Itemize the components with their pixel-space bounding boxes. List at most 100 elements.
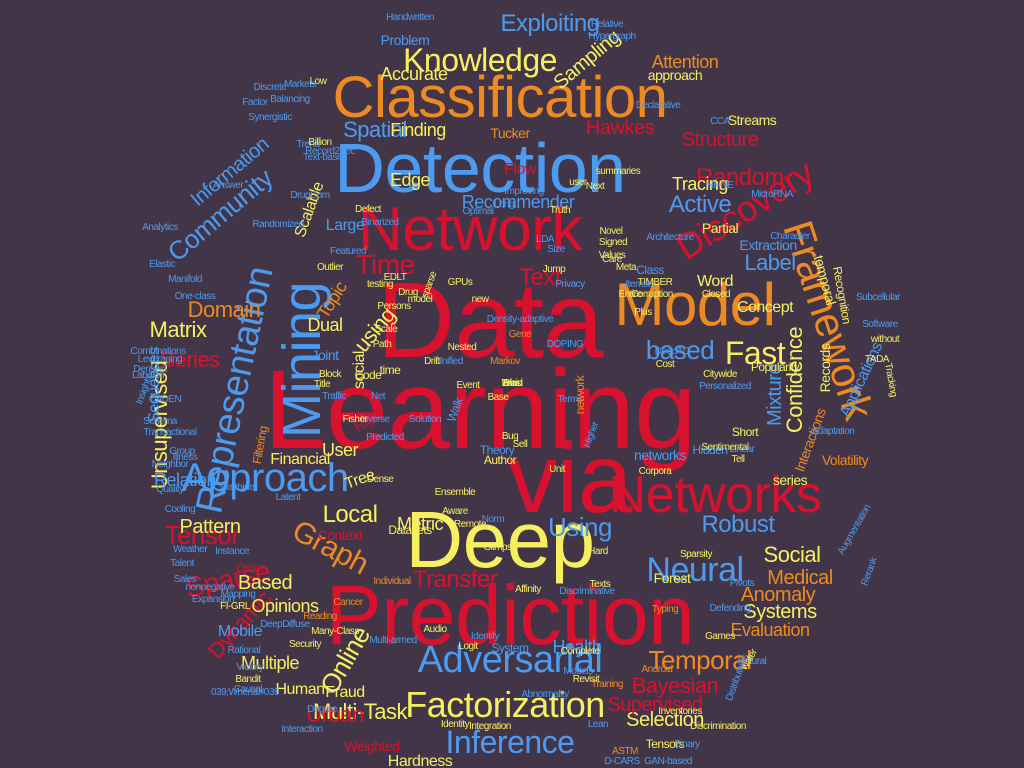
cloud-word: Security [288,639,322,650]
cloud-word: Bias [503,378,521,389]
cloud-word: based [645,335,715,365]
cloud-word: DeepDiffuse [260,619,310,630]
cloud-word: Entire [618,289,642,300]
cloud-word: model [407,294,433,305]
cloud-word: Extraction [739,237,797,253]
cloud-word: Traffic [322,391,346,402]
cloud-word: Adversarial [417,639,603,681]
cloud-word: Network [358,195,582,264]
cloud-word: Tracing [672,174,728,194]
cloud-word: Long [493,199,515,210]
cloud-word: Partial [701,220,739,236]
cloud-word: Causal [233,684,263,695]
cloud-word: Integration [469,721,511,732]
cloud-word: Cost [655,359,675,370]
cloud-word: Hidden [692,443,728,457]
cloud-word: Structure [681,129,759,151]
cloud-word: One-class [174,291,216,302]
cloud-word: Handwritten [386,12,434,23]
cloud-word: FI-GRL [220,601,250,612]
cloud-word: DeepAD [654,346,690,357]
cloud-word: Title [313,379,331,390]
cloud-word: Financial [270,451,330,468]
cloud-word: Bayesian [631,673,719,698]
cloud-word: Random [696,164,784,191]
cloud-word: Learning [264,347,696,472]
cloud-word: Anomaly [740,584,816,606]
cloud-word: Individual [373,576,411,587]
cloud-word: Multi-Task [312,699,408,724]
cloud-word: Flow [504,161,536,178]
cloud-word: Datasets [388,523,432,537]
cloud-word: Meta [615,262,637,273]
cloud-word: Class [636,263,664,277]
cloud-word: Logit [458,641,478,652]
cloud-word: Neighbor [151,459,189,470]
cloud-word: Solution [408,414,442,425]
cloud-word: Mobile [217,623,263,640]
cloud-word: Synergistic [248,112,292,123]
cloud-word: Affinity [515,584,541,595]
cloud-word: Corpora [638,466,672,477]
cloud-word: Schema [143,416,177,427]
cloud-word: Edge [389,170,431,190]
cloud-word: Accurate [380,64,448,84]
cloud-word: Low [309,76,327,87]
cloud-word: Net [370,391,386,402]
cloud-word: Opinions [251,596,319,616]
cloud-word: Inventories [658,706,702,717]
cloud-word: Next [585,181,605,192]
cloud-word: Problem [380,32,430,48]
cloud-word: Multi-armed [369,635,417,646]
cloud-word: Evaluation [730,620,810,640]
cloud-word: Finding [390,120,446,140]
cloud-word: Cancer [333,597,363,608]
cloud-word: Temporal [648,645,752,675]
cloud-word: Identify [470,631,500,642]
cloud-word: Unit [549,464,565,475]
cloud-word: Texts [589,579,611,590]
cloud-word: Supervised [607,694,703,716]
cloud-word: Predicted [366,432,404,443]
cloud-word: Android [641,664,673,675]
cloud-word: Dual [307,315,343,335]
cloud-word: networks [633,447,687,463]
cloud-word: Instance [215,546,249,557]
cloud-word: Transfer [412,566,498,593]
cloud-word: Event [456,380,480,391]
cloud-word: Factor [242,97,268,108]
cloud-word: Based [237,572,293,594]
cloud-word: Interaction [281,724,323,735]
cloud-word: Truth [549,205,571,216]
cloud-word: Path [372,339,392,350]
cloud-word: Illness [172,452,198,463]
cloud-word: Robust [701,511,775,538]
cloud-word: Factorization [405,684,605,725]
cloud-word: Record2Vec [305,146,355,157]
cloud-word: Audio [423,624,447,635]
cloud-word: Data [376,259,604,380]
cloud-word: Inverse [360,414,390,425]
cloud-word: Values [598,250,626,261]
cloud-word: Streams [727,112,777,128]
cloud-word: Sales [173,574,197,585]
cloud-word: Drug [398,287,418,298]
cloud-word: Concept [736,299,794,316]
cloud-word: Local [322,501,378,528]
cloud-word: Group [169,446,195,457]
cloud-word: Sentimental [701,442,749,453]
cloud-word: Manifold [168,274,202,285]
cloud-word: CCA [710,116,730,127]
cloud-word: GAN-based [644,756,692,767]
cloud-word: Records [817,343,833,393]
cloud-word: Lean [587,719,609,730]
cloud-word: new [471,294,489,305]
cloud-word: Tensors [645,737,685,751]
cloud-word: Dense [366,474,394,485]
cloud-word: Recommender [461,192,575,212]
cloud-word: Discrimination [690,721,746,732]
cloud-word: Leveraging [137,354,183,365]
cloud-word: Identity [440,719,470,730]
cloud-word: Attention [651,52,719,72]
